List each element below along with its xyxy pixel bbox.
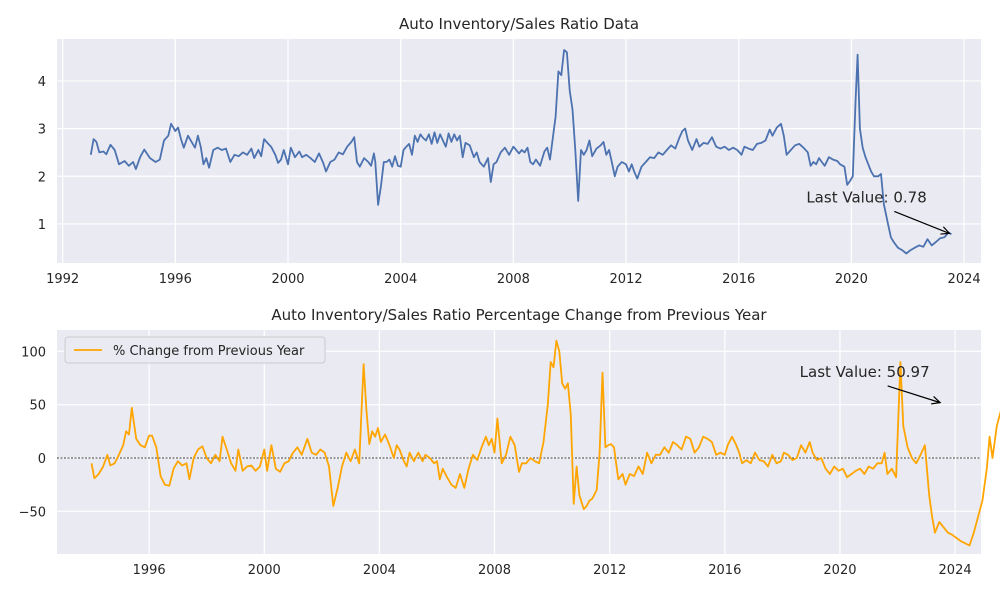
x-tick-label: 2008 (478, 563, 511, 578)
y-tick-label: 1 (38, 218, 46, 233)
x-tick-label: 2020 (835, 272, 868, 287)
y-tick-label: −50 (19, 505, 46, 520)
x-tick-label: 2000 (248, 563, 281, 578)
y-tick-label: 100 (21, 345, 46, 360)
x-tick-label: 2024 (948, 272, 981, 287)
y-tick-label: 50 (29, 399, 46, 414)
x-tick-label: 1996 (159, 272, 192, 287)
annotation-label: Last Value: 50.97 (800, 363, 930, 381)
x-tick-label: 1996 (133, 563, 166, 578)
chart-ratio-ticks: 1992 1996 2000 2004 2008 2012 2016 2020 2024 1 2 3 4 (38, 75, 981, 287)
legend-box (64, 336, 326, 364)
x-tick-label: 2016 (708, 563, 741, 578)
annotation-arrowhead (931, 396, 942, 405)
x-tick-label: 2004 (363, 563, 396, 578)
chart-pct-ticks: 1996 2000 2004 2008 2012 2016 2020 2024 −50 0 50 10… (19, 345, 972, 578)
y-tick-label: 0 (38, 452, 46, 467)
chart-pct-change: Auto Inventory/Sales Ratio Percentage Ch… (19, 306, 1000, 578)
x-tick-label: 2000 (271, 272, 304, 287)
chart-ratio-series (89, 49, 952, 255)
chart-ratio-title: Auto Inventory/Sales Ratio Data (399, 15, 639, 33)
chart-pct-legend: % Change from Previous Year (64, 336, 326, 364)
chart-ratio-grid (57, 39, 981, 263)
y-tick-label: 3 (38, 123, 46, 138)
x-tick-label: 2016 (722, 272, 755, 287)
legend-label: % Change from Previous Year (113, 344, 305, 359)
x-tick-label: 2012 (593, 563, 626, 578)
y-tick-label: 2 (38, 170, 46, 185)
chart-pct-annotation: Last Value: 50.97 (800, 363, 942, 405)
chart-pct-grid (57, 330, 981, 554)
series-line (90, 339, 1000, 547)
x-tick-label: 2004 (384, 272, 417, 287)
chart-ratio-annotation: Last Value: 0.78 (806, 188, 951, 235)
x-tick-label: 2012 (610, 272, 643, 287)
chart-pct-plot-area (57, 330, 981, 554)
y-tick-label: 4 (38, 75, 46, 90)
series-line (89, 49, 952, 255)
x-tick-label: 2008 (497, 272, 530, 287)
annotation-arrowhead (940, 226, 951, 235)
x-tick-label: 1992 (46, 272, 79, 287)
x-tick-label: 2024 (939, 563, 972, 578)
annotation-arrow (894, 210, 950, 234)
chart-pct-series (90, 339, 1000, 547)
annotation-label: Last Value: 0.78 (806, 188, 926, 206)
annotation-arrow (887, 385, 941, 404)
chart-ratio: Auto Inventory/Sales Ratio Data 1992 1996… (38, 15, 981, 287)
chart-pct-title: Auto Inventory/Sales Ratio Percentage Ch… (271, 306, 767, 324)
x-tick-label: 2020 (823, 563, 856, 578)
chart-ratio-plot-area (57, 39, 981, 263)
